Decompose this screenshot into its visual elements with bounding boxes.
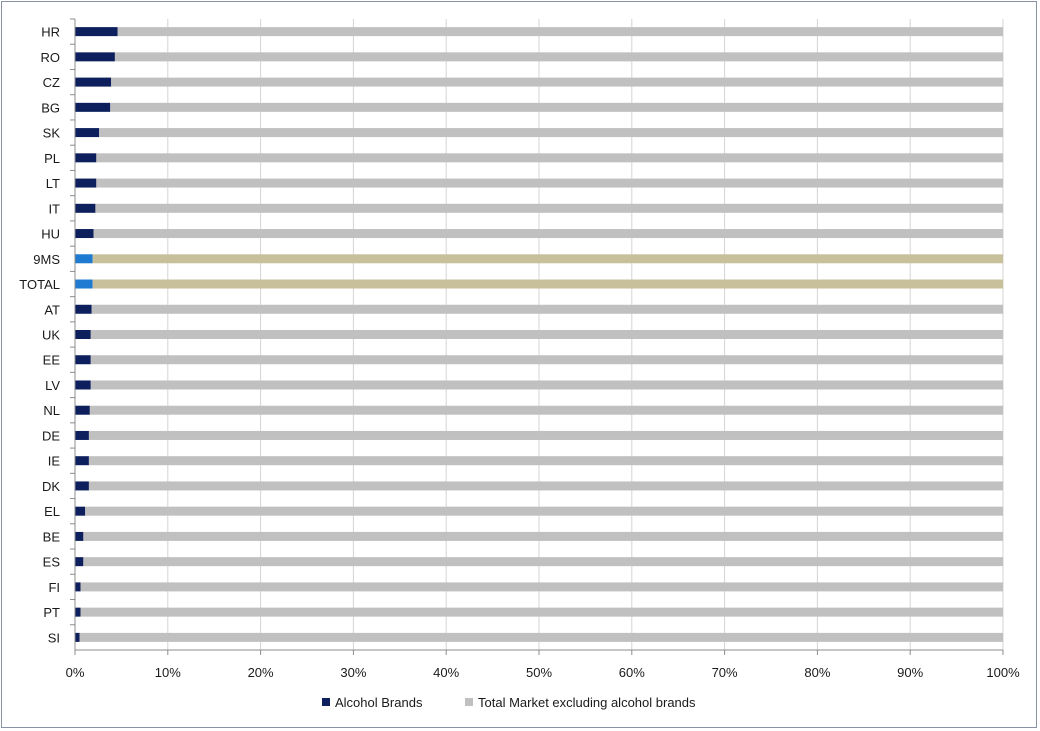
bar-ro-total-market bbox=[114, 52, 1004, 62]
bar-lv-total-market bbox=[90, 380, 1003, 390]
category-label-es: ES bbox=[43, 555, 61, 570]
x-tick-label-50: 50% bbox=[526, 665, 552, 680]
bar-nl-alcohol-brands bbox=[75, 405, 90, 415]
x-tick-label-0: 0% bbox=[66, 665, 85, 680]
category-label-it: IT bbox=[48, 201, 60, 216]
bar-sk-total-market bbox=[99, 128, 1004, 138]
category-label-total: TOTAL bbox=[19, 277, 60, 292]
bar-9ms-alcohol-brands bbox=[75, 254, 93, 264]
category-label-el: EL bbox=[44, 504, 60, 519]
bar-el-alcohol-brands bbox=[75, 506, 86, 516]
legend-swatch-total-market bbox=[465, 698, 473, 706]
bar-hr-total-market bbox=[117, 27, 1004, 37]
category-label-pt: PT bbox=[43, 605, 60, 620]
bar-nl-total-market bbox=[89, 405, 1003, 415]
category-label-si: SI bbox=[48, 630, 60, 645]
bar-fi-total-market bbox=[80, 582, 1004, 592]
category-label-bg: BG bbox=[41, 100, 60, 115]
category-label-9ms: 9MS bbox=[33, 252, 60, 267]
bar-fi-alcohol-brands bbox=[75, 582, 81, 592]
category-label-ie: IE bbox=[48, 454, 61, 469]
x-tick-label-30: 30% bbox=[340, 665, 366, 680]
bars bbox=[75, 27, 1004, 642]
category-label-de: DE bbox=[42, 428, 60, 443]
bar-si-alcohol-brands bbox=[75, 632, 80, 642]
bar-total-alcohol-brands bbox=[75, 279, 93, 289]
bar-ie-total-market bbox=[88, 456, 1004, 466]
bar-ee-total-market bbox=[90, 355, 1003, 365]
bar-it-alcohol-brands bbox=[75, 203, 96, 213]
bar-hu-total-market bbox=[93, 229, 1003, 239]
category-label-fi: FI bbox=[48, 580, 60, 595]
category-label-dk: DK bbox=[42, 479, 60, 494]
bar-be-total-market bbox=[83, 531, 1004, 541]
bar-de-alcohol-brands bbox=[75, 430, 89, 440]
category-label-sk: SK bbox=[43, 126, 61, 141]
bar-pt-total-market bbox=[80, 607, 1004, 617]
bar-si-total-market bbox=[79, 632, 1003, 642]
bar-at-total-market bbox=[91, 304, 1004, 314]
bar-hr-alcohol-brands bbox=[75, 27, 118, 37]
bar-ie-alcohol-brands bbox=[75, 456, 89, 466]
bar-total-total-market bbox=[92, 279, 1003, 289]
bar-dk-alcohol-brands bbox=[75, 481, 89, 491]
bar-lt-alcohol-brands bbox=[75, 178, 97, 188]
bar-lv-alcohol-brands bbox=[75, 380, 91, 390]
bar-9ms-total-market bbox=[92, 254, 1003, 264]
bar-es-alcohol-brands bbox=[75, 557, 84, 567]
category-label-be: BE bbox=[43, 529, 61, 544]
bar-hu-alcohol-brands bbox=[75, 229, 94, 239]
legend: Alcohol Brands Total Market excluding al… bbox=[322, 695, 696, 710]
category-label-cz: CZ bbox=[43, 75, 60, 90]
category-label-ro: RO bbox=[41, 50, 61, 65]
bar-bg-alcohol-brands bbox=[75, 102, 111, 112]
category-label-ee: EE bbox=[43, 353, 61, 368]
category-label-pl: PL bbox=[44, 151, 60, 166]
category-label-nl: NL bbox=[43, 403, 60, 418]
category-label-hr: HR bbox=[41, 25, 60, 40]
bar-lt-total-market bbox=[96, 178, 1004, 188]
bar-ee-alcohol-brands bbox=[75, 355, 91, 365]
x-tick-label-90: 90% bbox=[897, 665, 923, 680]
bar-es-total-market bbox=[83, 557, 1004, 567]
bar-sk-alcohol-brands bbox=[75, 128, 100, 138]
category-label-at: AT bbox=[44, 302, 60, 317]
bar-it-total-market bbox=[95, 203, 1003, 213]
legend-label-alcohol-brands: Alcohol Brands bbox=[335, 695, 423, 710]
x-tick-label-80: 80% bbox=[804, 665, 830, 680]
axes bbox=[70, 18, 1004, 655]
bar-at-alcohol-brands bbox=[75, 304, 92, 314]
bar-ro-alcohol-brands bbox=[75, 52, 115, 62]
category-label-hu: HU bbox=[41, 227, 60, 242]
bar-be-alcohol-brands bbox=[75, 531, 84, 541]
x-tick-label-20: 20% bbox=[248, 665, 274, 680]
bar-cz-alcohol-brands bbox=[75, 77, 112, 87]
bar-de-total-market bbox=[88, 430, 1004, 440]
bar-uk-alcohol-brands bbox=[75, 330, 91, 339]
x-tick-label-40: 40% bbox=[433, 665, 459, 680]
bar-bg-total-market bbox=[110, 102, 1004, 112]
bar-pt-alcohol-brands bbox=[75, 607, 81, 617]
bar-pl-alcohol-brands bbox=[75, 153, 97, 163]
x-tick-label-70: 70% bbox=[712, 665, 738, 680]
bar-dk-total-market bbox=[88, 481, 1004, 491]
category-label-uk: UK bbox=[42, 328, 60, 343]
bar-uk-total-market bbox=[90, 330, 1003, 339]
x-tick-label-100: 100% bbox=[986, 665, 1020, 680]
legend-swatch-alcohol-brands bbox=[322, 698, 330, 706]
category-label-lv: LV bbox=[45, 378, 60, 393]
legend-label-total-market: Total Market excluding alcohol brands bbox=[478, 695, 696, 710]
x-tick-label-60: 60% bbox=[619, 665, 645, 680]
bar-pl-total-market bbox=[96, 153, 1004, 163]
category-labels: HR RO CZ BG SK PL LT IT HU 9MS TOTAL AT UK EE LV NL DE IE… bbox=[19, 25, 60, 646]
bar-cz-total-market bbox=[111, 77, 1003, 87]
tick-labels: 0% 10% 20% 30% 40% 50% 60% 70% 80% 90% 100% bbox=[66, 665, 1020, 680]
x-tick-label-10: 10% bbox=[155, 665, 181, 680]
bar-el-total-market bbox=[85, 506, 1003, 516]
category-label-lt: LT bbox=[46, 176, 60, 191]
